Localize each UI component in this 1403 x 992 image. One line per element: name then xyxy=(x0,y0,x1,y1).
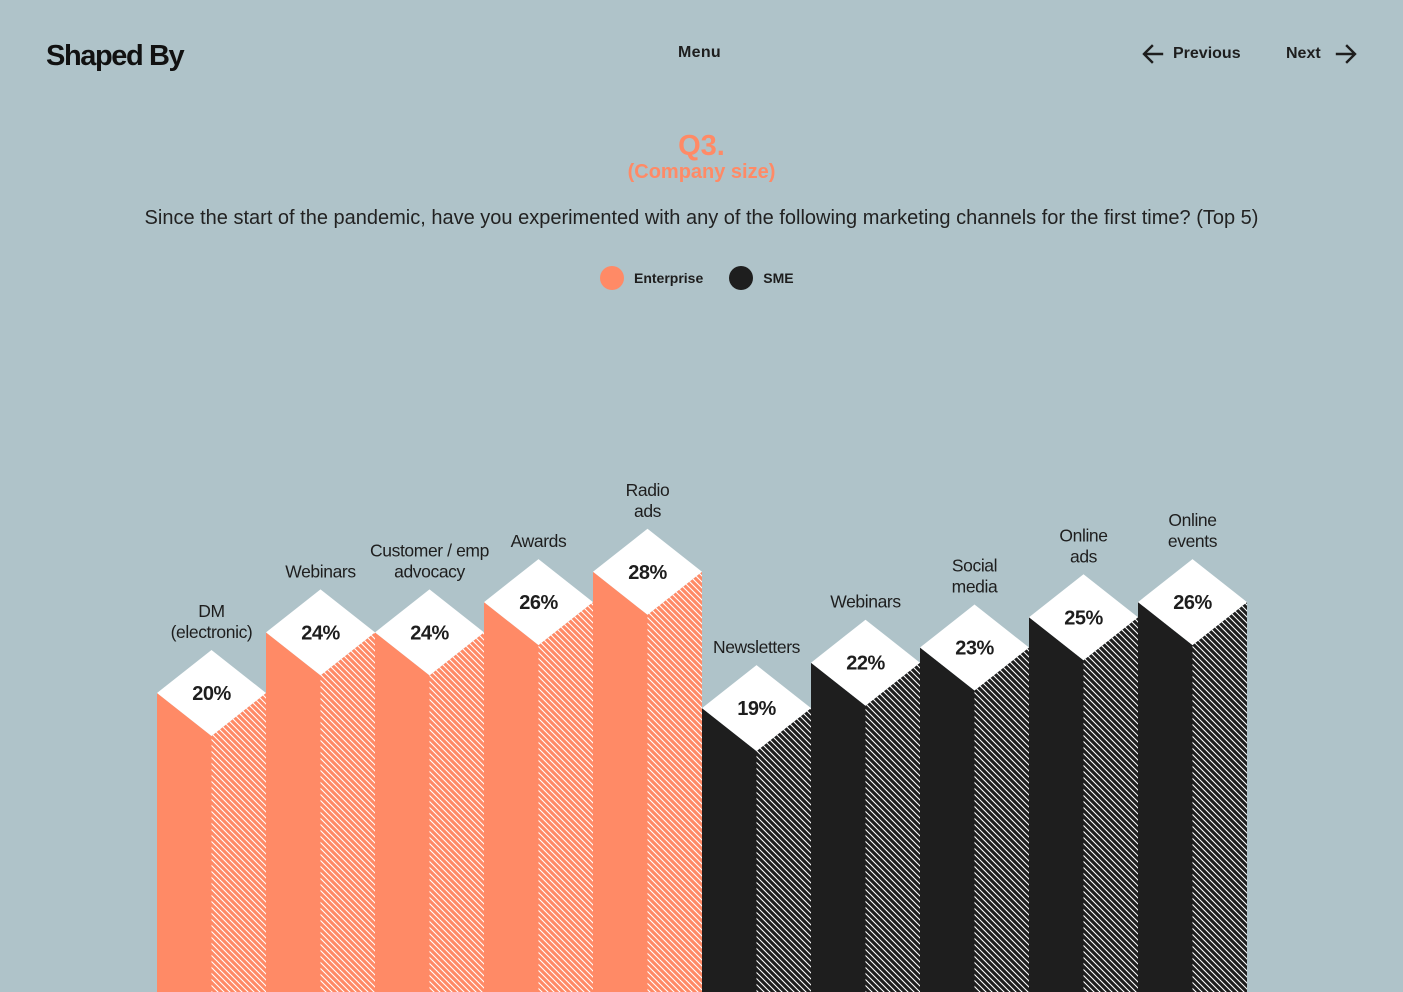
legend-label-sme: SME xyxy=(763,270,794,286)
bar-right-face xyxy=(320,632,375,992)
chart-legend: Enterprise SME xyxy=(600,266,794,290)
bar-top xyxy=(375,589,484,676)
category-label: Customer / emp xyxy=(370,540,489,560)
question-subtitle: (Company size) xyxy=(627,161,776,183)
arrow-left-icon xyxy=(1142,43,1164,65)
bar-top xyxy=(593,528,702,615)
bar-right-face xyxy=(538,602,593,992)
menu-button[interactable]: Menu xyxy=(678,44,721,61)
bar-left-face xyxy=(593,571,648,992)
legend-item-enterprise: Enterprise xyxy=(600,266,703,290)
data-label: 22% xyxy=(846,653,885,675)
data-label: 26% xyxy=(1173,592,1212,614)
bar-top xyxy=(484,559,593,646)
category-label: ads xyxy=(1070,546,1098,566)
legend-swatch-sme xyxy=(729,266,754,290)
bar-left-face xyxy=(702,708,757,992)
previous-button[interactable]: Previous xyxy=(1142,43,1241,65)
bar-left-face xyxy=(920,647,975,992)
logo[interactable]: Shaped By xyxy=(46,40,185,72)
legend-label-enterprise: Enterprise xyxy=(634,270,704,286)
category-label: Webinars xyxy=(830,592,901,612)
category-label: events xyxy=(1168,531,1218,551)
bar-left-face xyxy=(811,662,866,992)
bar-left-face xyxy=(1029,617,1084,992)
category-label: Online xyxy=(1168,510,1216,530)
bar-right-face xyxy=(647,571,702,992)
data-label: 20% xyxy=(192,683,231,705)
category-label: Webinars xyxy=(285,561,356,581)
category-label: Social xyxy=(952,556,997,576)
bar-left-face xyxy=(1138,602,1193,992)
bar-group: 22% Webinars xyxy=(811,592,920,992)
bar-right-face xyxy=(429,632,484,992)
bar-top xyxy=(157,650,266,736)
data-label: 25% xyxy=(1064,607,1103,629)
data-label: 24% xyxy=(410,622,449,644)
data-label: 19% xyxy=(737,698,776,720)
bar-group: 24% Webinars xyxy=(266,561,375,992)
bar-right-face xyxy=(1083,617,1138,992)
bar-left-face xyxy=(157,693,212,992)
bar-right-face xyxy=(1192,602,1247,992)
bar-top xyxy=(702,665,811,752)
question-text: Since the start of the pandemic, have yo… xyxy=(144,207,1259,229)
category-label: DM xyxy=(198,601,224,621)
bar-right-face xyxy=(865,662,920,992)
data-label: 28% xyxy=(628,562,667,584)
bar-top xyxy=(266,589,375,676)
next-button[interactable]: Next xyxy=(1286,43,1357,65)
data-label: 23% xyxy=(955,638,994,660)
bar-top xyxy=(920,604,1029,691)
category-label: advocacy xyxy=(394,561,465,581)
bar-group: 19% Newsletters xyxy=(702,637,811,992)
data-label: 26% xyxy=(519,592,558,614)
bar-right-face xyxy=(756,708,811,992)
bar-left-face xyxy=(375,632,430,992)
bar-group: 20% DM(electronic) xyxy=(157,601,266,992)
bar-right-face xyxy=(211,693,266,992)
bar-left-face xyxy=(484,602,539,992)
category-label: ads xyxy=(634,501,662,521)
previous-label: Previous xyxy=(1173,45,1241,62)
next-label: Next xyxy=(1286,45,1321,62)
bar-top xyxy=(1029,574,1138,661)
category-label: media xyxy=(952,577,998,597)
data-label: 24% xyxy=(301,622,340,644)
legend-swatch-enterprise xyxy=(600,266,624,290)
bar-top xyxy=(811,619,920,706)
bar-group: 26% Awards xyxy=(484,531,593,992)
arrow-right-icon xyxy=(1335,43,1357,65)
category-label: Newsletters xyxy=(713,637,801,657)
bar-left-face xyxy=(266,632,321,992)
category-label: (electronic) xyxy=(171,622,253,642)
category-label: Online xyxy=(1059,525,1107,545)
bar-top xyxy=(1138,559,1247,646)
category-label: Radio xyxy=(626,480,670,500)
legend-item-sme: SME xyxy=(729,266,794,290)
category-label: Awards xyxy=(511,531,567,551)
question-number: Q3. xyxy=(678,130,725,162)
bar-right-face xyxy=(974,647,1029,992)
